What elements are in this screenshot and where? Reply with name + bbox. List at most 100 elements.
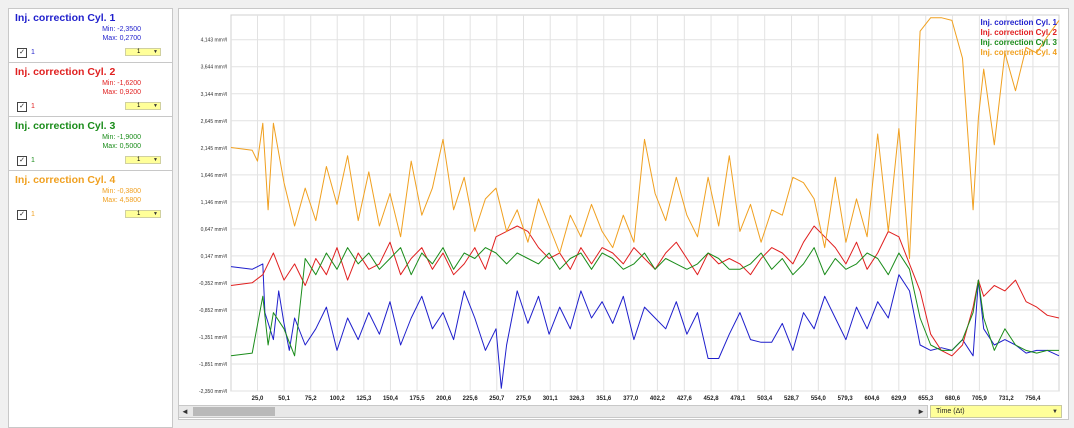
chevron-down-icon: ▼ [153, 157, 158, 163]
scale-value: 1 [137, 157, 141, 163]
scale-value: 1 [137, 103, 141, 109]
channel-min-value: Min: -2,3500 [102, 26, 141, 33]
channel-min-value: Min: -1,6200 [102, 80, 141, 87]
scale-value: 1 [137, 211, 141, 217]
x-tick-label: 150,4 [383, 396, 399, 402]
x-tick-label: 452,8 [704, 396, 720, 402]
x-tick-label: 25,0 [252, 396, 264, 402]
y-tick-label: -1,851 mm³/l [199, 362, 227, 368]
channel-max-value: Max: 4,5800 [102, 197, 141, 204]
x-tick-label: 503,4 [757, 396, 773, 402]
y-tick-label: 2,145 mm³/l [201, 146, 227, 152]
x-tick-label: 402,2 [650, 396, 666, 402]
channel-title: Inj. correction Cyl. 3 [15, 120, 116, 132]
x-tick-label: 680,6 [945, 396, 961, 402]
x-tick-label: 326,3 [569, 396, 585, 402]
channel-controls: ✓ 1 1 ▼ [15, 209, 165, 220]
series-line [230, 17, 1060, 259]
chevron-down-icon: ▼ [153, 49, 158, 55]
channel-enabled-label: 1 [31, 157, 35, 164]
channel-visible-checkbox[interactable]: ✓ [17, 102, 27, 112]
channel-scale-dropdown[interactable]: 1 ▼ [125, 210, 161, 218]
channel-panel-cyl-3[interactable]: Inj. correction Cyl. 3 Min: -1,9000 Max:… [9, 117, 172, 171]
channel-controls: ✓ 1 1 ▼ [15, 155, 165, 166]
x-tick-label: 50,1 [278, 396, 290, 402]
scroll-left-arrow-icon[interactable]: ◄ [181, 407, 189, 416]
x-tick-label: 427,6 [677, 396, 693, 402]
channel-title: Inj. correction Cyl. 1 [15, 12, 116, 24]
x-tick-label: 275,9 [516, 396, 532, 402]
horizontal-scrollbar[interactable]: ◄ ► [178, 405, 928, 418]
x-tick-label: 731,2 [999, 396, 1015, 402]
y-tick-label: 0,147 mm³/l [201, 254, 227, 260]
x-tick-label: 175,5 [410, 396, 426, 402]
channel-visible-checkbox[interactable]: ✓ [17, 156, 27, 166]
channel-scale-dropdown[interactable]: 1 ▼ [125, 156, 161, 164]
channel-max-value: Max: 0,2700 [102, 35, 141, 42]
channel-controls: ✓ 1 1 ▼ [15, 101, 165, 112]
y-tick-label: -0,852 mm³/l [199, 308, 227, 314]
x-tick-label: 655,3 [918, 396, 934, 402]
chevron-down-icon: ▼ [1052, 409, 1058, 415]
x-tick-label: 377,0 [623, 396, 639, 402]
y-tick-label: -0,352 mm³/l [199, 281, 227, 287]
x-tick-label: 301,1 [543, 396, 559, 402]
x-axis-selector[interactable]: Time (Δt) ▼ [930, 405, 1062, 418]
scrollbar-thumb[interactable] [193, 407, 275, 416]
channel-visible-checkbox[interactable]: ✓ [17, 210, 27, 220]
x-tick-label: 250,7 [489, 396, 505, 402]
x-tick-label: 554,0 [811, 396, 827, 402]
channel-sidebar: Inj. correction Cyl. 1 Min: -2,3500 Max:… [8, 8, 173, 428]
x-tick-label: 100,2 [330, 396, 346, 402]
channel-scale-dropdown[interactable]: 1 ▼ [125, 102, 161, 110]
x-tick-label: 629,9 [891, 396, 907, 402]
x-tick-label: 528,7 [784, 396, 800, 402]
legend-entry: Inj. correction Cyl. 3 [981, 38, 1058, 47]
channel-min-value: Min: -0,3800 [102, 188, 141, 195]
scale-value: 1 [137, 49, 141, 55]
y-tick-label: 2,645 mm³/l [201, 119, 227, 125]
y-tick-label: 3,144 mm³/l [201, 92, 227, 98]
channel-enabled-label: 1 [31, 49, 35, 56]
scroll-right-arrow-icon[interactable]: ► [917, 407, 925, 416]
x-tick-label: 579,3 [838, 396, 854, 402]
x-tick-label: 75,2 [305, 396, 317, 402]
x-tick-label: 351,6 [596, 396, 612, 402]
channel-max-value: Max: 0,9200 [102, 89, 141, 96]
legend-entry: Inj. correction Cyl. 2 [981, 28, 1058, 37]
y-tick-label: 3,644 mm³/l [201, 65, 227, 71]
channel-enabled-label: 1 [31, 211, 35, 218]
channel-controls: ✓ 1 1 ▼ [15, 47, 165, 58]
series-line [230, 247, 1059, 357]
chevron-down-icon: ▼ [153, 103, 158, 109]
channel-title: Inj. correction Cyl. 4 [15, 174, 116, 186]
x-tick-label: 125,3 [356, 396, 372, 402]
channel-panel-cyl-1[interactable]: Inj. correction Cyl. 1 Min: -2,3500 Max:… [9, 9, 172, 63]
x-tick-label: 756,4 [1025, 396, 1041, 402]
x-tick-label: 225,6 [463, 396, 479, 402]
channel-scale-dropdown[interactable]: 1 ▼ [125, 48, 161, 56]
plot-area [230, 14, 1060, 392]
x-tick-label: 604,6 [864, 396, 880, 402]
line-chart[interactable]: 4,143 mm³/l 3,644 mm³/l 3,144 mm³/l 2,645 m… [179, 9, 1068, 404]
channel-enabled-label: 1 [31, 103, 35, 110]
chart-panel[interactable]: 4,143 mm³/l 3,644 mm³/l 3,144 mm³/l 2,645 m… [178, 8, 1069, 420]
x-axis-selector-label: Time (Δt) [936, 408, 965, 415]
legend-entry: Inj. correction Cyl. 1 [981, 18, 1058, 27]
channel-title: Inj. correction Cyl. 2 [15, 66, 116, 78]
y-tick-label: 1,646 mm³/l [201, 173, 227, 179]
channel-panel-cyl-4[interactable]: Inj. correction Cyl. 4 Min: -0,3800 Max:… [9, 171, 172, 225]
legend-entry: Inj. correction Cyl. 4 [981, 48, 1058, 57]
channel-max-value: Max: 0,5000 [102, 143, 141, 150]
channel-min-value: Min: -1,9000 [102, 134, 141, 141]
x-tick-label: 705,9 [972, 396, 988, 402]
y-tick-label: 0,647 mm³/l [201, 227, 227, 233]
y-tick-label: 1,146 mm³/l [201, 200, 227, 206]
y-tick-label: -1,351 mm³/l [199, 335, 227, 341]
channel-panel-cyl-2[interactable]: Inj. correction Cyl. 2 Min: -1,6200 Max:… [9, 63, 172, 117]
series-line [230, 263, 1060, 389]
channel-visible-checkbox[interactable]: ✓ [17, 48, 27, 58]
chevron-down-icon: ▼ [153, 211, 158, 217]
y-tick-label: 4,143 mm³/l [201, 38, 227, 44]
x-tick-label: 200,6 [436, 396, 452, 402]
